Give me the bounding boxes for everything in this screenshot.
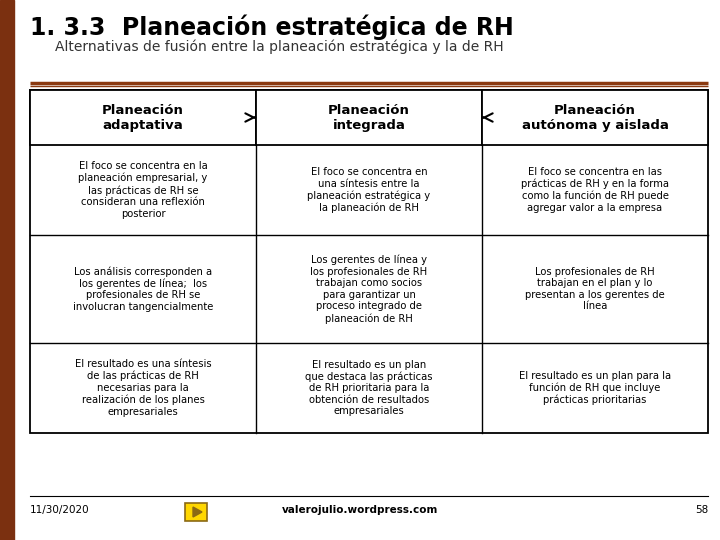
Text: Planeación
autónoma y aislada: Planeación autónoma y aislada [521,104,668,132]
Bar [256,90,482,145]
Text: 11/30/2020: 11/30/2020 [30,505,89,515]
Text: El resultado es una síntesis
de las prácticas de RH
necesarias para la
realizaci: El resultado es una síntesis de las prác… [75,359,211,417]
Bar [482,90,708,145]
Text: El foco se concentra en
una síntesis entre la
planeación estratégica y
la planea: El foco se concentra en una síntesis ent… [307,167,431,213]
Text: 1. 3.3  Planeación estratégica de RH: 1. 3.3 Planeación estratégica de RH [30,15,514,40]
Text: valerojulio.wordpress.com: valerojulio.wordpress.com [282,505,438,515]
Text: El foco se concentra en las
prácticas de RH y en la forma
como la función de RH : El foco se concentra en las prácticas de… [521,167,669,213]
Text: El resultado es un plan
que destaca las prácticas
de RH prioritaria para la
obte: El resultado es un plan que destaca las … [305,360,433,416]
Bar [30,90,256,145]
Text: 58: 58 [695,505,708,515]
Text: Los análisis corresponden a
los gerentes de línea;  los
profesionales de RH se
i: Los análisis corresponden a los gerentes… [73,266,213,312]
Text: Los profesionales de RH
trabajan en el plan y lo
presentan a los gerentes de
lín: Los profesionales de RH trabajan en el p… [525,267,665,312]
Bar [30,90,708,433]
Bar [0,0,14,540]
Text: El foco se concentra en la
planeación empresarial, y
las prácticas de RH se
cons: El foco se concentra en la planeación em… [78,161,207,219]
Text: Los gerentes de línea y
los profesionales de RH
trabajan como socios
para garant: Los gerentes de línea y los profesionale… [310,254,428,323]
Bar [185,503,207,521]
Text: Alternativas de fusión entre la planeación estratégica y la de RH: Alternativas de fusión entre la planeaci… [55,40,503,55]
Polygon shape [193,507,202,517]
Text: Planeación
adaptativa: Planeación adaptativa [102,104,184,132]
Text: Planeación
integrada: Planeación integrada [328,104,410,132]
Text: El resultado es un plan para la
función de RH que incluye
prácticas prioritarias: El resultado es un plan para la función … [519,371,671,405]
